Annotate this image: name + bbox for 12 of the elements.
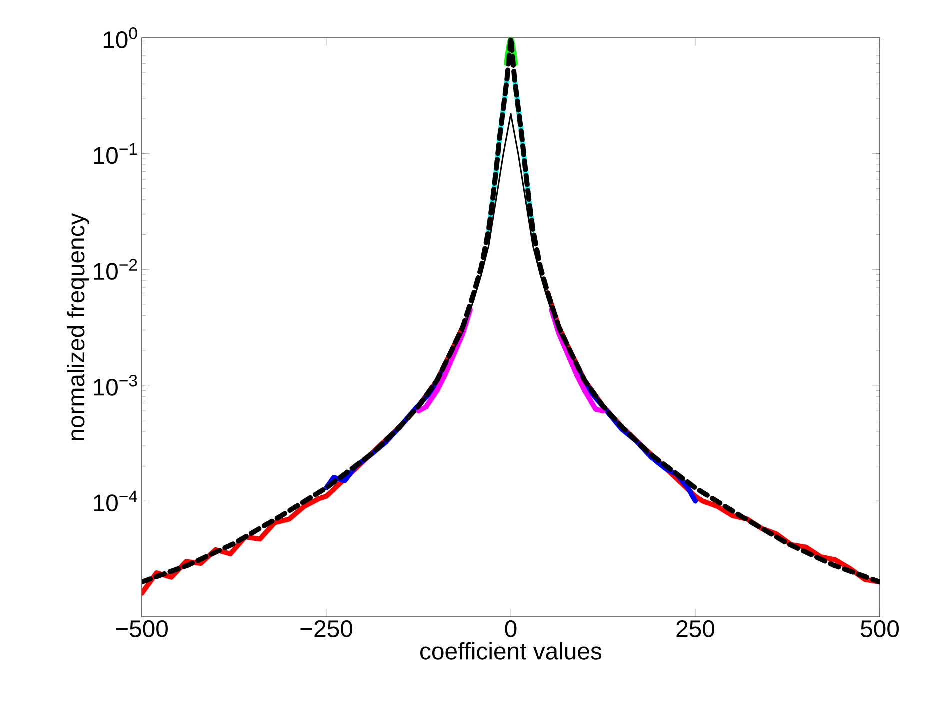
x-tick-label: 0 bbox=[505, 620, 517, 638]
x-tick-label: −500 bbox=[116, 620, 168, 638]
y-tick-label: 10$^{−1}$ bbox=[94, 143, 138, 164]
y-tick-label: 10$^{−2}$ bbox=[94, 259, 138, 280]
y-axis-title: normalized frequency bbox=[67, 213, 90, 440]
y-tick-label: 10$^{0}$ bbox=[104, 28, 138, 48]
x-tick-label: 500 bbox=[861, 620, 900, 638]
y-tick-label: 10$^{−3}$ bbox=[94, 374, 138, 396]
x-tick-label: −250 bbox=[300, 620, 352, 638]
x-axis-title: coefficient values bbox=[420, 642, 602, 660]
y-tick-label: 10$^{−4}$ bbox=[94, 490, 138, 512]
x-tick-label: 250 bbox=[676, 620, 715, 638]
